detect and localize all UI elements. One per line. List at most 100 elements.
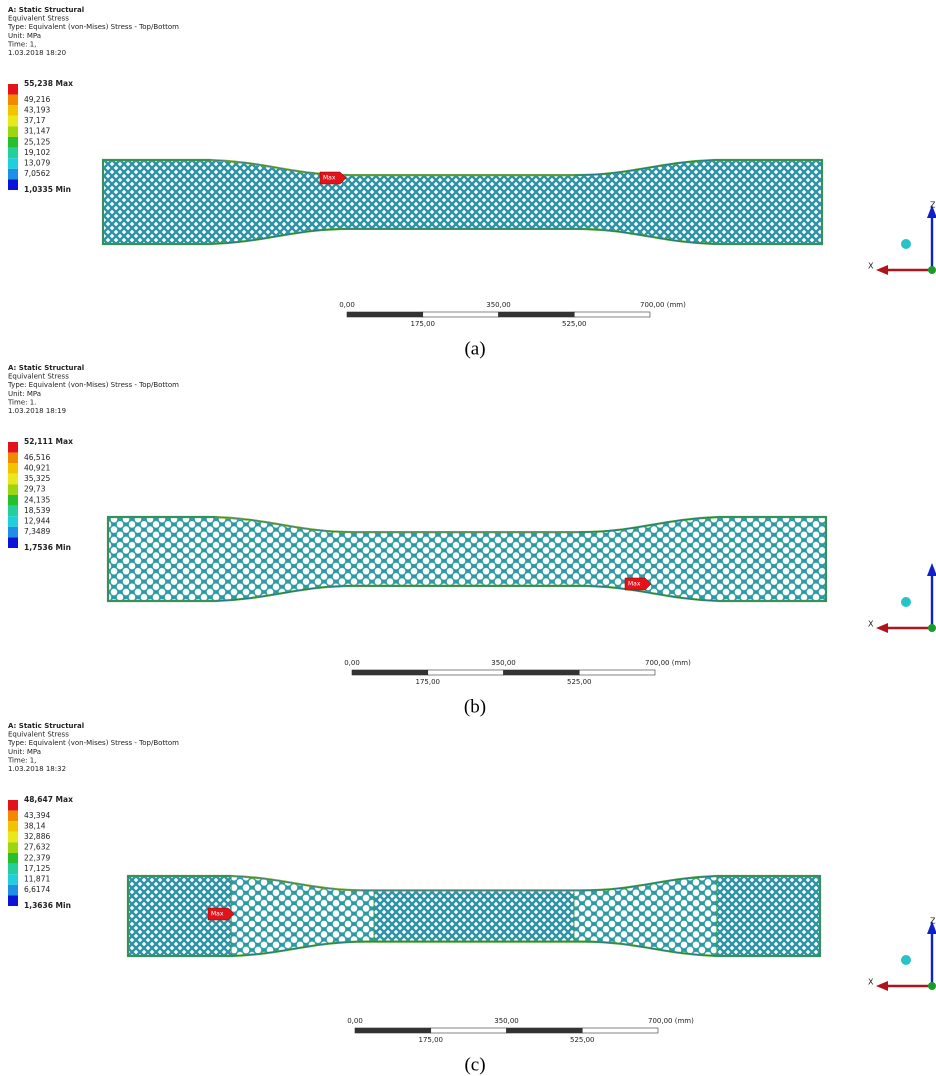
- legend-swatch: [8, 453, 18, 464]
- header-line: 1.03.2018 18:20: [8, 49, 66, 57]
- legend-swatch: [8, 105, 18, 116]
- legend-label: 19,102: [24, 148, 50, 157]
- legend-swatch: [8, 537, 18, 548]
- specimen: [108, 517, 826, 601]
- legend-swatch: [8, 832, 18, 843]
- legend-swatch: [8, 84, 18, 95]
- scale-segment: [504, 670, 580, 675]
- legend-label: 40,921: [24, 464, 50, 473]
- legend-label: 7,3489: [24, 527, 50, 536]
- specimen-fill: [108, 517, 826, 601]
- legend-label: 32,886: [24, 832, 50, 841]
- legend-swatch: [8, 484, 18, 495]
- figure: A: Static StructuralEquivalent StressTyp…: [0, 0, 936, 1076]
- legend-label: 1,3636 Min: [24, 901, 71, 910]
- page: {"panels":[ {"header":["A: Static Struct…: [0, 0, 936, 1076]
- scale-label: 525,00: [570, 1036, 595, 1044]
- scale-segment: [428, 670, 504, 675]
- legend-label: 55,238 Max: [24, 79, 73, 88]
- legend-label: 11,871: [24, 875, 50, 884]
- legend-label: 17,125: [24, 864, 50, 873]
- caption: (c): [464, 1054, 485, 1075]
- legend-swatch: [8, 864, 18, 875]
- scale-segment: [574, 312, 650, 317]
- legend-label: 35,325: [24, 474, 50, 483]
- legend-label: 22,379: [24, 853, 50, 862]
- panel: A: Static StructuralEquivalent StressTyp…: [7, 722, 936, 1075]
- legend-label: 52,111 Max: [24, 437, 73, 446]
- legend-swatch: [8, 95, 18, 106]
- scale-segment: [423, 312, 499, 317]
- header-line: A: Static Structural: [8, 364, 84, 372]
- legend-label: 7,0562: [24, 169, 50, 178]
- legend-label: 13,079: [24, 159, 50, 168]
- scale-label: 525,00: [562, 320, 587, 328]
- legend-swatch: [8, 506, 18, 517]
- legend-label: 24,135: [24, 495, 50, 504]
- scale-label: 350,00: [494, 1017, 519, 1025]
- legend-swatch: [8, 169, 18, 180]
- legend-swatch: [8, 885, 18, 896]
- scale-segment: [352, 670, 428, 675]
- header-line: Time: 1.: [7, 398, 36, 406]
- scale-segment: [582, 1028, 658, 1033]
- triad-sphere: [901, 597, 911, 607]
- legend-label: 38,14: [24, 822, 46, 831]
- legend-label: 29,73: [24, 485, 46, 494]
- header-line: Equivalent Stress: [8, 15, 69, 23]
- triad-origin: [928, 624, 936, 632]
- legend-label: 48,647 Max: [24, 795, 73, 804]
- x-arrow-head: [876, 623, 888, 633]
- grip-right: [717, 876, 820, 956]
- header-line: 1.03.2018 18:32: [8, 765, 66, 773]
- specimen: [103, 160, 822, 244]
- legend-swatch: [8, 137, 18, 148]
- axis-label: X: [868, 978, 874, 987]
- scale-label: 525,00: [567, 678, 592, 686]
- caption: (b): [464, 696, 486, 717]
- legend-swatch: [8, 126, 18, 137]
- header-line: Type: Equivalent (von-Mises) Stress - To…: [7, 23, 179, 31]
- z-arrow-head: [927, 563, 936, 576]
- triad-origin: [928, 982, 936, 990]
- scale-label: 700,00 (mm): [640, 301, 686, 309]
- gauge: [374, 876, 574, 956]
- header-line: Type: Equivalent (von-Mises) Stress - To…: [7, 381, 179, 389]
- legend-swatch: [8, 474, 18, 485]
- x-arrow-head: [876, 981, 888, 991]
- legend-swatch: [8, 495, 18, 506]
- header-line: 1.03.2018 18:19: [8, 407, 66, 415]
- legend-swatch: [8, 158, 18, 169]
- scale-segment: [431, 1028, 507, 1033]
- legend-label: 27,632: [24, 843, 50, 852]
- scale-label: 175,00: [416, 678, 441, 686]
- scale-label: 0,00: [344, 659, 360, 667]
- header-line: Unit: MPa: [8, 390, 41, 398]
- legend-label: 43,193: [24, 106, 50, 115]
- legend-label: 46,516: [24, 453, 50, 462]
- scale-segment: [347, 312, 423, 317]
- header-line: Type: Equivalent (von-Mises) Stress - To…: [7, 739, 179, 747]
- legend-swatch: [8, 463, 18, 474]
- legend-swatch: [8, 895, 18, 906]
- axis-label: Z: [930, 917, 936, 926]
- legend-label: 49,216: [24, 95, 50, 104]
- scale-segment: [499, 312, 575, 317]
- legend-swatch: [8, 442, 18, 453]
- taper-right: [574, 876, 717, 956]
- legend-swatch: [8, 821, 18, 832]
- header-line: A: Static Structural: [8, 722, 84, 730]
- triad-sphere: [901, 239, 911, 249]
- scale-segment: [355, 1028, 431, 1033]
- x-arrow-head: [876, 265, 888, 275]
- scale-label: 700,00 (mm): [648, 1017, 694, 1025]
- legend-swatch: [8, 179, 18, 190]
- header-line: Time: 1,: [7, 40, 36, 48]
- axis-label: X: [868, 620, 874, 629]
- legend-swatch: [8, 527, 18, 538]
- legend-label: 31,147: [24, 127, 50, 136]
- header-line: Unit: MPa: [8, 748, 41, 756]
- legend-label: 43,394: [24, 811, 50, 820]
- legend-swatch: [8, 148, 18, 159]
